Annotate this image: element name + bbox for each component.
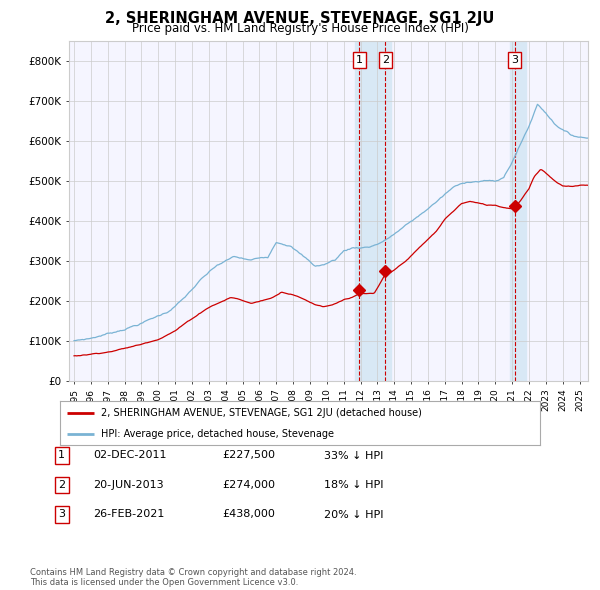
Text: Price paid vs. HM Land Registry's House Price Index (HPI): Price paid vs. HM Land Registry's House …	[131, 22, 469, 35]
Text: 2: 2	[382, 55, 389, 65]
Text: 1: 1	[58, 451, 65, 460]
Text: 1: 1	[356, 55, 362, 65]
Text: £227,500: £227,500	[222, 451, 275, 460]
Text: 20% ↓ HPI: 20% ↓ HPI	[324, 510, 383, 519]
Bar	[355, 41, 391, 381]
Text: 2, SHERINGHAM AVENUE, STEVENAGE, SG1 2JU: 2, SHERINGHAM AVENUE, STEVENAGE, SG1 2JU	[106, 11, 494, 25]
Text: 3: 3	[58, 510, 65, 519]
Text: 18% ↓ HPI: 18% ↓ HPI	[324, 480, 383, 490]
Text: 26-FEB-2021: 26-FEB-2021	[93, 510, 164, 519]
Text: Contains HM Land Registry data © Crown copyright and database right 2024.
This d: Contains HM Land Registry data © Crown c…	[30, 568, 356, 587]
Text: HPI: Average price, detached house, Stevenage: HPI: Average price, detached house, Stev…	[101, 428, 334, 438]
Text: 3: 3	[511, 55, 518, 65]
Text: 2: 2	[58, 480, 65, 490]
Text: 33% ↓ HPI: 33% ↓ HPI	[324, 451, 383, 460]
Text: £438,000: £438,000	[222, 510, 275, 519]
Text: 2, SHERINGHAM AVENUE, STEVENAGE, SG1 2JU (detached house): 2, SHERINGHAM AVENUE, STEVENAGE, SG1 2JU…	[101, 408, 422, 418]
Text: £274,000: £274,000	[222, 480, 275, 490]
Text: 02-DEC-2011: 02-DEC-2011	[93, 451, 167, 460]
Bar	[511, 41, 526, 381]
Text: 20-JUN-2013: 20-JUN-2013	[93, 480, 164, 490]
